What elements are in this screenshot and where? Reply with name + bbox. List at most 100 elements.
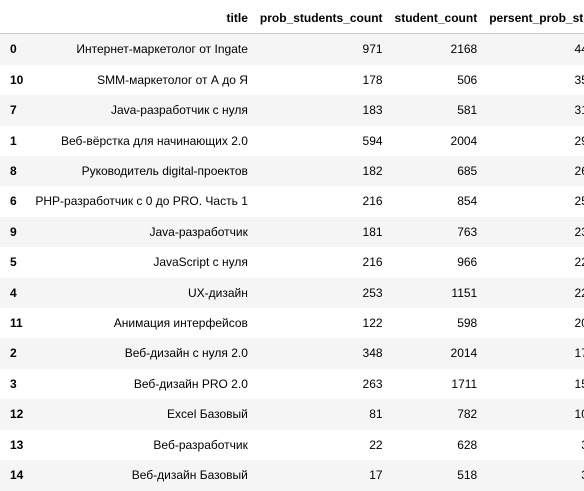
row-index: 14 [10,468,24,483]
cell-student-count: 782 [457,407,478,422]
cell-prob-students-count: 253 [362,285,383,300]
table-row: 4 UX-дизайн 253 1151 22.0 [0,277,584,309]
row-index: 12 [10,407,24,422]
cell-student-count: 2014 [450,346,478,361]
table-row: 11 Анимация интерфейсов 122 598 20.4 [0,308,584,339]
row-index: 9 [10,224,17,239]
cell-title: Java-разработчик [149,224,248,239]
cell-prob-students-count: 81 [369,407,383,422]
table-row: 2 Веб-дизайн с нуля 2.0 348 2014 17.3 [0,338,584,369]
cell-student-count: 763 [457,224,478,239]
cell-prob-students-count: 594 [362,133,383,148]
cell-student-count: 628 [457,437,478,452]
cell-persent-prob-stud: 26.6 [574,164,584,179]
cell-title: Анимация интерфейсов [113,316,248,331]
dataframe-table: title prob_students_count student_count … [0,3,584,491]
cell-prob-students-count: 22 [369,437,383,452]
cell-persent-prob-stud: 25.3 [574,194,584,209]
table-row: 14 Веб-дизайн Базовый 17 518 3.3 [0,460,584,491]
cell-title: UX-дизайн [187,285,248,300]
cell-persent-prob-stud: 15.4 [574,376,584,391]
row-index: 3 [10,376,17,391]
header-row: title prob_students_count student_count … [0,3,584,35]
cell-title: SMM-маркетолог от А до Я [97,72,248,87]
cell-persent-prob-stud: 31.5 [574,103,584,118]
cell-title: JavaScript с нуля [153,255,248,270]
row-index: 4 [10,285,17,300]
row-index: 10 [10,72,24,87]
cell-persent-prob-stud: 22.0 [574,285,584,300]
cell-prob-students-count: 122 [362,316,383,331]
cell-prob-students-count: 183 [362,103,383,118]
cell-title: Excel Базовый [167,407,248,422]
cell-prob-students-count: 263 [362,376,383,391]
header-prob-students-count: prob_students_count [253,3,389,35]
cell-student-count: 598 [457,316,478,331]
header-index [0,3,30,35]
header-title: title [29,3,254,35]
cell-title: Веб-разработчик [153,437,248,452]
cell-persent-prob-stud: 29.6 [574,133,584,148]
cell-persent-prob-stud: 20.4 [574,316,584,331]
cell-title: Веб-дизайн Базовый [131,468,248,483]
cell-persent-prob-stud: 44.8 [574,42,584,57]
cell-title: Java-разработчик с нуля [110,103,248,118]
cell-student-count: 2004 [450,133,478,148]
row-index: 7 [10,103,17,118]
table-row: 0 Интернет-маркетолог от Ingate 971 2168 44.… [0,33,584,65]
cell-student-count: 2168 [450,42,478,57]
row-index: 1 [10,133,17,148]
table-row: 5 JavaScript с нуля 216 966 22.4 [0,247,584,278]
table-row: 1 Веб-вёрстка для начинающих 2.0 594 2004 29… [0,125,584,157]
cell-student-count: 506 [457,72,478,87]
table-row: 10 SMM-маркетолог от А до Я 178 506 35.2 [0,64,584,96]
row-index: 2 [10,346,17,361]
row-index: 6 [10,194,17,209]
table-row: 9 Java-разработчик 181 763 23.7 [0,216,584,248]
cell-persent-prob-stud: 23.7 [574,224,584,239]
table-row: 3 Веб-дизайн PRO 2.0 263 1711 15.4 [0,368,584,400]
cell-title: Интернет-маркетолог от Ingate [76,42,248,57]
cell-prob-students-count: 181 [362,224,383,239]
dataframe-output: title prob_students_count student_count … [0,3,584,483]
cell-student-count: 685 [457,164,478,179]
cell-title: Руководитель digital-проектов [81,164,248,179]
cell-persent-prob-stud: 17.3 [574,346,584,361]
cell-student-count: 966 [457,255,478,270]
cell-student-count: 581 [457,103,478,118]
cell-student-count: 854 [457,194,478,209]
cell-student-count: 1151 [451,285,478,300]
cell-title: Веб-дизайн PRO 2.0 [133,376,248,391]
header-student-count: student_count [388,3,484,35]
table-row: 12 Excel Базовый 81 782 10.4 [0,399,584,430]
table-header: title prob_students_count student_count … [0,3,584,35]
cell-prob-students-count: 216 [362,255,383,270]
cell-student-count: 518 [457,468,478,483]
table-row: 8 Руководитель digital-проектов 182 685 26.6 [0,156,584,187]
cell-prob-students-count: 17 [369,468,383,483]
cell-persent-prob-stud: 35.2 [574,72,584,87]
table-row: 6 PHP-разработчик с 0 до PRO. Часть 1 216 8… [0,186,584,217]
table-row: 13 Веб-разработчик 22 628 3.5 [0,429,584,461]
cell-persent-prob-stud: 3.3 [483,460,584,490]
cell-persent-prob-stud: 10.4 [574,407,584,422]
cell-persent-prob-stud: 3.5 [483,430,584,460]
row-index: 11 [10,316,23,331]
cell-title: Веб-вёрстка для начинающих 2.0 [61,133,248,148]
row-index: 5 [10,255,17,270]
cell-prob-students-count: 178 [362,72,383,87]
header-persent-prob-stud: persent_prob_stud [483,3,584,35]
cell-persent-prob-stud: 22.4 [574,255,584,270]
cell-prob-students-count: 348 [362,346,383,361]
row-index: 0 [10,42,17,57]
cell-title: Веб-дизайн с нуля 2.0 [124,346,248,361]
cell-prob-students-count: 182 [362,164,383,179]
cell-prob-students-count: 216 [362,194,383,209]
table-row: 7 Java-разработчик с нуля 183 581 31.5 [0,95,584,126]
row-index: 8 [10,164,17,179]
cell-title: PHP-разработчик с 0 до PRO. Часть 1 [35,194,248,209]
cell-prob-students-count: 971 [362,42,383,57]
row-index: 13 [10,437,24,452]
cell-student-count: 1711 [451,376,478,391]
